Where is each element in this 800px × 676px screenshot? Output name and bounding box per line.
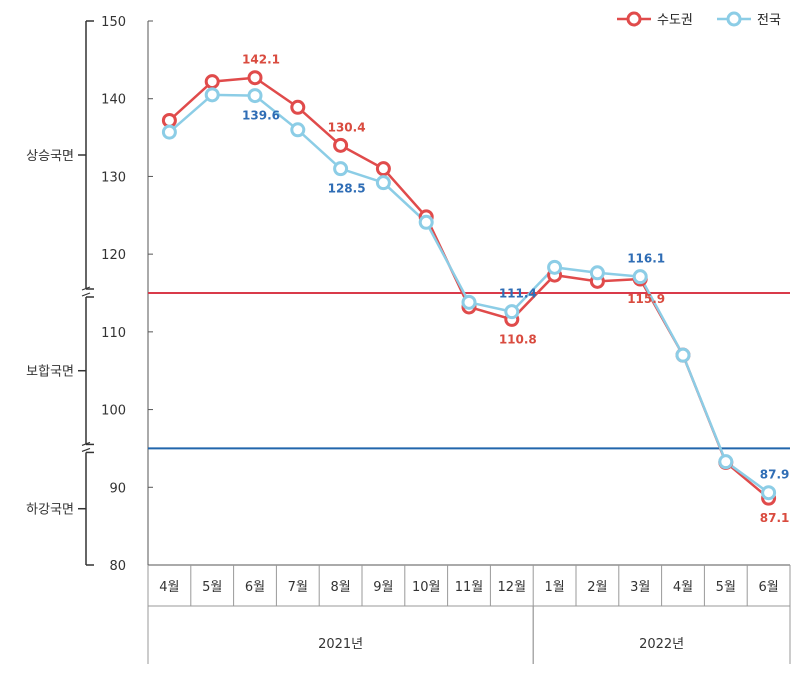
x-tick-label: 11월	[455, 580, 484, 595]
legend-label: 수도권	[657, 13, 693, 28]
x-tick-label: 6월	[758, 580, 778, 595]
year-group-label: 2022년	[639, 637, 684, 652]
series-point	[290, 122, 306, 138]
x-tick-label: 5월	[202, 580, 222, 595]
data-label: 115.9	[627, 292, 665, 306]
series-point	[247, 88, 263, 104]
series-point	[333, 137, 349, 153]
x-tick-label: 4월	[159, 580, 179, 595]
x-tick-label: 4월	[673, 580, 693, 595]
series-point	[547, 259, 563, 275]
y-tick-label: 150	[101, 15, 126, 30]
series-point	[718, 454, 734, 470]
series-point	[375, 175, 391, 191]
y-tick-label: 100	[101, 404, 126, 419]
x-tick-label: 9월	[373, 580, 393, 595]
series-point	[589, 265, 605, 281]
legend-label: 전국	[757, 13, 781, 28]
series-point	[204, 87, 220, 103]
series-point	[161, 124, 177, 140]
x-tick-label: 5월	[716, 580, 736, 595]
phase-break-mark	[81, 447, 91, 452]
series-point	[333, 161, 349, 177]
data-label: 130.4	[328, 120, 366, 134]
series-point	[761, 485, 777, 501]
y-tick-label: 80	[109, 559, 126, 574]
x-tick-label: 6월	[245, 580, 265, 595]
year-group-label: 2021년	[318, 637, 363, 652]
y-tick-label: 110	[101, 326, 126, 341]
phase-break-mark	[81, 441, 91, 446]
x-tick-label: 7월	[288, 580, 308, 595]
legend-marker	[626, 11, 642, 27]
phase-break-mark	[81, 292, 91, 297]
phase-label: 하강국면	[26, 503, 74, 518]
series-line	[168, 76, 770, 500]
legend-marker	[726, 11, 742, 27]
series-point	[418, 214, 434, 230]
y-tick-label: 90	[109, 481, 126, 496]
series-point	[290, 99, 306, 115]
data-label: 110.8	[499, 332, 537, 346]
series-point	[375, 161, 391, 177]
series-point	[247, 70, 263, 86]
phase-break-mark	[81, 286, 91, 291]
data-label: 111.4	[499, 287, 537, 301]
phase-label: 보합국면	[26, 365, 74, 380]
x-tick-label: 8월	[330, 580, 350, 595]
series-point	[461, 294, 477, 310]
series-point	[504, 304, 520, 320]
x-tick-label: 12월	[498, 580, 527, 595]
data-label: 87.9	[760, 468, 790, 482]
x-tick-label: 2월	[587, 580, 607, 595]
y-tick-label: 120	[101, 248, 126, 263]
y-tick-label: 140	[101, 93, 126, 108]
data-label: 139.6	[242, 109, 280, 123]
y-tick-label: 130	[101, 170, 126, 185]
x-tick-label: 10월	[412, 580, 441, 595]
data-label: 87.1	[760, 511, 790, 525]
x-tick-label: 3월	[630, 580, 650, 595]
phase-label: 상승국면	[26, 149, 74, 164]
series-point	[632, 269, 648, 285]
series-point	[204, 74, 220, 90]
series-point	[675, 347, 691, 363]
data-label: 142.1	[242, 53, 280, 67]
data-label: 116.1	[627, 252, 665, 266]
data-label: 128.5	[328, 182, 366, 196]
x-tick-label: 1월	[544, 580, 564, 595]
